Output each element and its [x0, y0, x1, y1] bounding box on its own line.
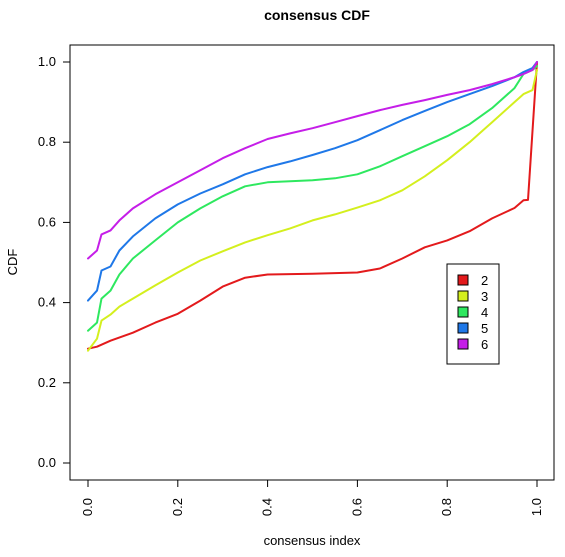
x-axis-label: consensus index [264, 533, 361, 548]
x-tick-label: 0.0 [80, 498, 95, 516]
legend-swatch-5 [457, 322, 469, 334]
y-tick-label: 0.6 [38, 214, 56, 229]
series-line-3 [87, 69, 538, 352]
x-axis: 0.0 0.2 0.4 0.6 0.8 1.0 [80, 479, 544, 516]
series-layer [87, 61, 538, 352]
legend-swatch-2 [457, 274, 469, 286]
x-tick-label: 0.8 [439, 498, 454, 516]
y-tick-label: 0.4 [38, 295, 56, 310]
chart-title: consensus CDF [264, 7, 370, 23]
y-tick-label: 0.0 [38, 455, 56, 470]
legend-label-6: 6 [481, 337, 488, 352]
x-tick-label: 1.0 [529, 498, 544, 516]
x-tick-label: 0.2 [170, 498, 185, 516]
plot-frame [69, 44, 555, 481]
legend-swatch-4 [457, 306, 469, 318]
y-tick-label: 0.2 [38, 375, 56, 390]
x-tick-label: 0.4 [260, 498, 275, 516]
series-line-2 [87, 61, 538, 350]
series-line-4 [87, 65, 538, 332]
y-tick-label: 0.8 [38, 134, 56, 149]
series-line-5 [87, 61, 538, 302]
legend-label-5: 5 [481, 321, 488, 336]
x-tick-label: 0.6 [349, 498, 364, 516]
legend-box [446, 263, 500, 365]
legend-swatch-3 [457, 290, 469, 302]
y-axis-label: CDF [5, 249, 20, 276]
legend-label-3: 3 [481, 289, 488, 304]
y-tick-label: 1.0 [38, 54, 56, 69]
legend-label-4: 4 [481, 305, 488, 320]
y-axis: 0.0 0.2 0.4 0.6 0.8 1.0 [38, 54, 71, 470]
legend-swatch-6 [457, 338, 469, 350]
series-line-6 [87, 61, 538, 260]
legend-label-2: 2 [481, 273, 488, 288]
